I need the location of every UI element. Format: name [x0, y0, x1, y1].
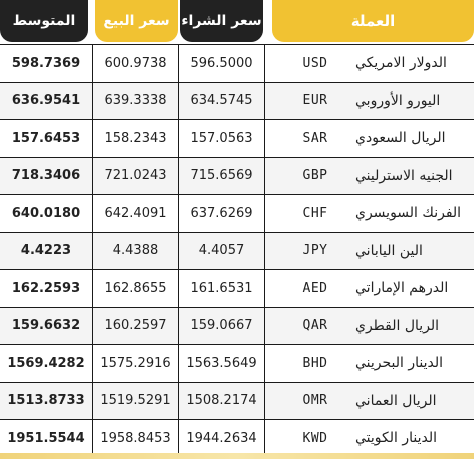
sell-value: 639.3338 — [93, 82, 179, 119]
rate-row-omr: 1513.8733 1519.5291 1508.2174 OMR الريال الع… — [0, 382, 474, 420]
currency-name: اليورو الأوروبي — [355, 92, 441, 109]
average-value: 4.4223 — [0, 232, 93, 269]
currency-code: AED — [302, 280, 328, 296]
rate-row-kwd: 1951.5544 1958.8453 1944.2634 KWD الدينار ال… — [0, 420, 474, 458]
buy-value: 1508.2174 — [179, 382, 265, 419]
currency-code: USD — [302, 55, 328, 71]
buy-value: 596.5000 — [179, 45, 265, 82]
rates-table: 598.7369 600.9738 596.5000 USD الدولار الامر… — [0, 44, 474, 458]
currency-name: الدينار الكويتي — [355, 430, 438, 447]
sell-value: 721.0243 — [93, 157, 179, 194]
average-value: 640.0180 — [0, 195, 93, 232]
currency-code: SAR — [302, 130, 328, 146]
sell-value: 158.2343 — [93, 120, 179, 157]
currency-code: QAR — [302, 318, 328, 334]
average-value: 718.3406 — [0, 157, 93, 194]
sell-value: 1519.5291 — [93, 382, 179, 419]
buy-value: 1563.5649 — [179, 345, 265, 382]
buy-value: 4.4057 — [179, 232, 265, 269]
sell-value: 1958.8453 — [93, 420, 179, 457]
currency-code: GBP — [302, 168, 328, 184]
rate-row-aed: 162.2593 162.8655 161.6531 AED الدرهم الإمار… — [0, 270, 474, 308]
header-buy-price: سعر الشراء — [180, 0, 263, 42]
sell-value: 642.4091 — [93, 195, 179, 232]
average-value: 1513.8733 — [0, 382, 93, 419]
currency-name: الدينار البحريني — [355, 355, 444, 372]
rate-row-sar: 157.6453 158.2343 157.0563 SAR الريال السعود… — [0, 120, 474, 158]
buy-value: 1944.2634 — [179, 420, 265, 457]
currency-name: الجنيه الاسترليني — [355, 167, 453, 184]
rate-row-gbp: 718.3406 721.0243 715.6569 GBP الجنيه الاستر… — [0, 157, 474, 195]
average-value: 598.7369 — [0, 45, 93, 82]
currency-code: OMR — [302, 393, 328, 409]
sell-value: 1575.2916 — [93, 345, 179, 382]
buy-value: 161.6531 — [179, 270, 265, 307]
buy-value: 159.0667 — [179, 307, 265, 344]
header-currency: العملة — [272, 0, 474, 42]
buy-value: 634.5745 — [179, 82, 265, 119]
header-average: المتوسط — [0, 0, 88, 42]
buy-value: 637.6269 — [179, 195, 265, 232]
currency-name: الريال العماني — [355, 392, 437, 409]
rate-row-qar: 159.6632 160.2597 159.0667 QAR الريال القطري — [0, 307, 474, 345]
currency-code: CHF — [302, 205, 328, 221]
sell-value: 600.9738 — [93, 45, 179, 82]
currency-name: الدرهم الإماراتي — [355, 280, 449, 297]
average-value: 1569.4282 — [0, 345, 93, 382]
currency-code: EUR — [302, 93, 328, 109]
rate-row-eur: 636.9541 639.3338 634.5745 EUR اليورو الأورو… — [0, 82, 474, 120]
sell-value: 4.4388 — [93, 232, 179, 269]
sell-value: 160.2597 — [93, 307, 179, 344]
header-sell-price: سعر البيع — [95, 0, 178, 42]
currency-name: الين الياباني — [355, 242, 423, 259]
average-value: 1951.5544 — [0, 420, 93, 457]
currency-code: BHD — [302, 355, 328, 371]
sell-value: 162.8655 — [93, 270, 179, 307]
average-value: 636.9541 — [0, 82, 93, 119]
currency-name: الريال القطري — [355, 317, 440, 334]
rate-row-chf: 640.0180 642.4091 637.6269 CHF الفرنك السويس… — [0, 195, 474, 233]
rate-row-jpy: 4.4223 4.4388 4.4057 JPY الين الياباني — [0, 232, 474, 270]
footer-gold-bar — [0, 453, 474, 459]
average-value: 162.2593 — [0, 270, 93, 307]
average-value: 159.6632 — [0, 307, 93, 344]
currency-name: الدولار الامريكي — [355, 55, 447, 72]
currency-name: الفرنك السويسري — [355, 205, 462, 222]
average-value: 157.6453 — [0, 120, 93, 157]
currency-name: الريال السعودي — [355, 130, 446, 147]
rate-row-bhd: 1569.4282 1575.2916 1563.5649 BHD الدينار ال… — [0, 345, 474, 383]
buy-value: 157.0563 — [179, 120, 265, 157]
currency-code: KWD — [302, 430, 328, 446]
currency-code: JPY — [302, 243, 328, 259]
rate-row-usd: 598.7369 600.9738 596.5000 USD الدولار الامر… — [0, 45, 474, 83]
buy-value: 715.6569 — [179, 157, 265, 194]
